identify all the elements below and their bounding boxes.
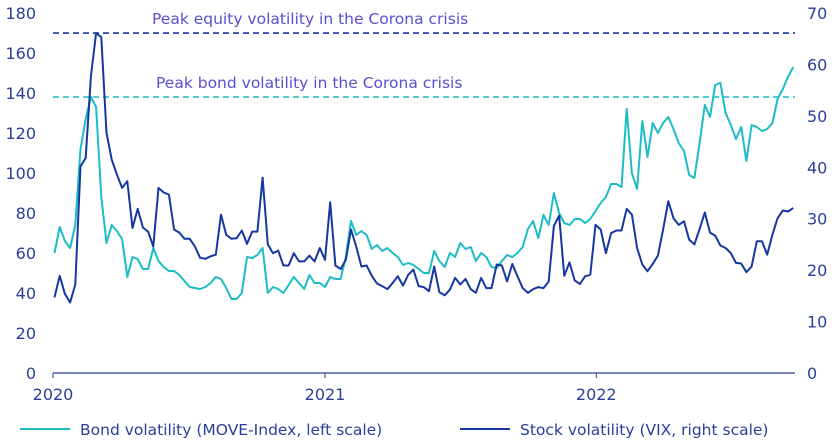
left-tick-label: 100: [5, 164, 36, 183]
right-tick-label: 30: [807, 210, 827, 229]
legend: Bond volatility (MOVE-Index, left scale)…: [20, 421, 768, 439]
reference-lines: Peak equity volatility in the Corona cri…: [53, 10, 795, 98]
left-tick-label: 180: [5, 4, 36, 23]
left-tick-label: 0: [26, 364, 36, 383]
reference-label: Peak bond volatility in the Corona crisi…: [156, 74, 462, 92]
right-tick-label: 0: [807, 364, 817, 383]
left-tick-label: 20: [16, 324, 36, 343]
right-tick-label: 10: [807, 313, 827, 332]
x-tick-label: 2020: [33, 385, 74, 404]
reference-label: Peak equity volatility in the Corona cri…: [152, 10, 468, 28]
left-tick-label: 140: [5, 84, 36, 103]
right-tick-label: 40: [807, 158, 827, 177]
right-axis: 0 10 20 30 40 50 60 70: [807, 4, 827, 383]
legend-bond-label: Bond volatility (MOVE-Index, left scale): [80, 421, 382, 439]
left-tick-label: 60: [16, 244, 36, 263]
left-tick-label: 40: [16, 284, 36, 303]
right-tick-label: 70: [807, 4, 827, 23]
x-tick-label: 2022: [576, 385, 617, 404]
bond-volatility-line: [53, 66, 795, 300]
series-lines: [53, 32, 795, 304]
left-tick-label: 80: [16, 204, 36, 223]
right-tick-label: 20: [807, 261, 827, 280]
x-axis: 2020 2021 2022: [33, 372, 795, 404]
left-tick-label: 120: [5, 124, 36, 143]
left-axis: 0 20 40 60 80 100 120 140 160 180: [5, 4, 36, 383]
right-tick-label: 50: [807, 107, 827, 126]
right-tick-label: 60: [807, 55, 827, 74]
x-tick-label: 2021: [305, 385, 346, 404]
stock-volatility-line: [53, 32, 794, 304]
left-tick-label: 160: [5, 44, 36, 63]
legend-stock-label: Stock volatility (VIX, right scale): [520, 421, 768, 439]
